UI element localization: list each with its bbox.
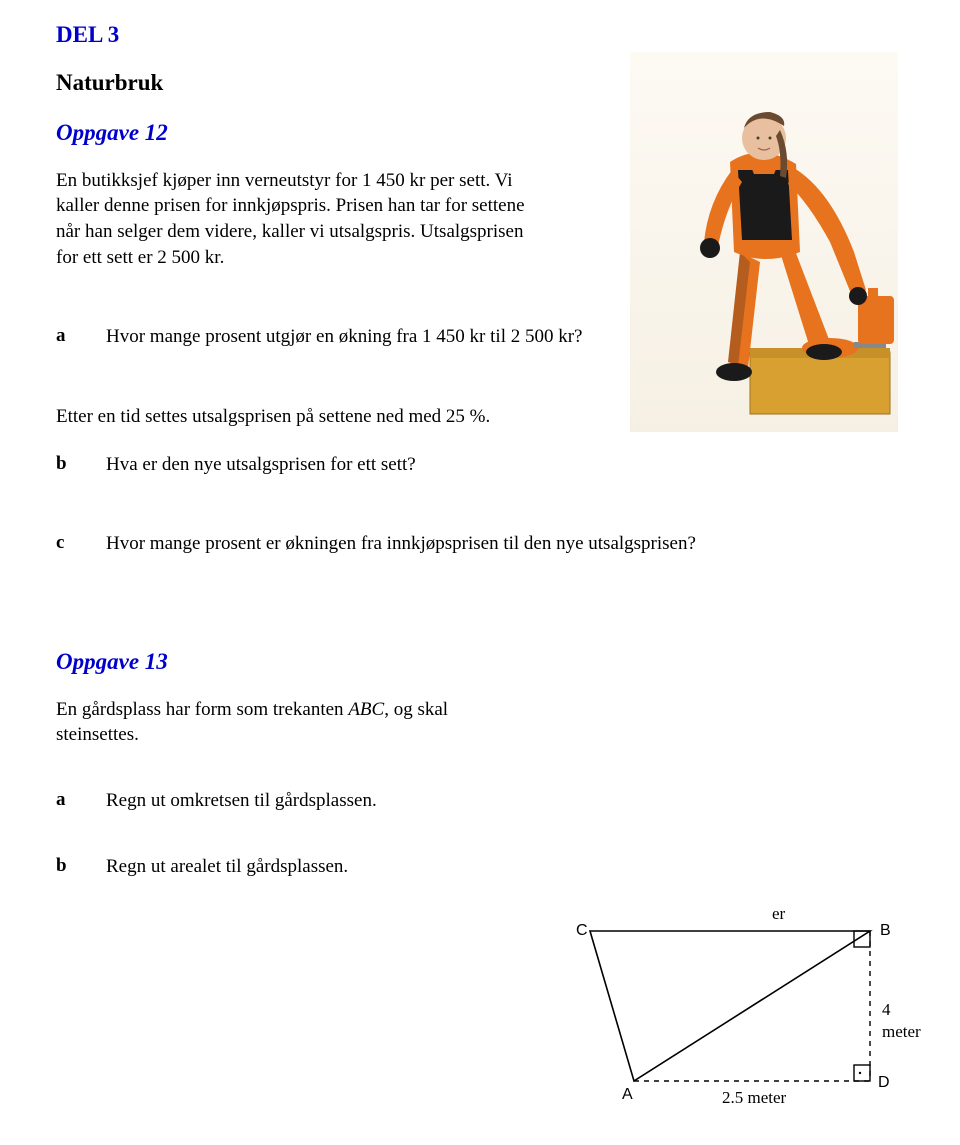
q13-text-b: Regn ut arealet til gårdsplassen. (106, 854, 696, 880)
q-label-b: b (56, 452, 106, 478)
oppgave12-b: b Hva er den nye utsalgsprisen for ett s… (56, 452, 696, 478)
q-label-c: c (56, 531, 106, 557)
vertex-c: C (576, 921, 588, 942)
oppgave13-p1-pre: En gårdsplass har form som trekanten (56, 699, 348, 720)
q13-label-a: a (56, 788, 106, 814)
safety-gear-figure (630, 52, 898, 432)
oppgave13-b: b Regn ut arealet til gårdsplassen. (56, 854, 696, 880)
oppgave13-intro: En gårdsplass har form som trekanten ABC… (56, 697, 496, 748)
oppgave13-abc: ABC (348, 699, 384, 720)
oppgave13-a: a Regn ut omkretsen til gårdsplassen. (56, 788, 696, 814)
triangle-right-label: 4 meter (882, 999, 921, 1043)
triangle-top-label: er (772, 903, 785, 925)
oppgave13-title: Oppgave 13 (56, 647, 904, 677)
oppgave12-a: a Hvor mange prosent utgjør en økning fr… (56, 324, 696, 350)
triangle-bottom-label: 2.5 meter (722, 1087, 786, 1109)
vertex-b: B (880, 921, 891, 942)
oppgave12-intro: En butikksjef kjøper inn verneutstyr for… (56, 168, 536, 271)
q13-text-a: Regn ut omkretsen til gårdsplassen. (106, 788, 696, 814)
q-text-a: Hvor mange prosent utgjør en økning fra … (106, 324, 696, 350)
vertex-d: D (878, 1073, 890, 1094)
triangle-figure: C B A D er 4 meter 2.5 meter (572, 909, 912, 1109)
q-text-b: Hva er den nye utsalgsprisen for ett set… (106, 452, 696, 478)
q13-label-b: b (56, 854, 106, 880)
vertex-a: A (622, 1085, 633, 1106)
oppgave12-mid: Etter en tid settes utsalgsprisen på set… (56, 404, 676, 430)
oppgave12-c: c Hvor mange prosent er økningen fra inn… (56, 531, 736, 557)
q-label-a: a (56, 324, 106, 350)
q-text-c: Hvor mange prosent er økningen fra innkj… (106, 531, 736, 557)
section-del: DEL 3 (56, 20, 904, 50)
